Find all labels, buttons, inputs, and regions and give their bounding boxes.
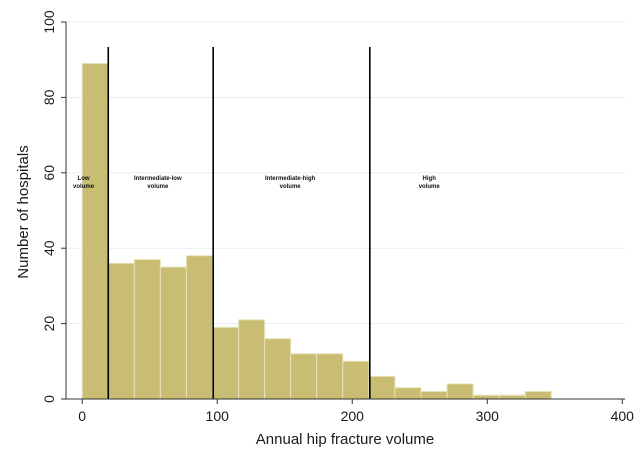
region-label-line: volume [147, 184, 169, 190]
y-tick-label-80: 80 [41, 89, 57, 105]
region-label-line: High [423, 176, 437, 182]
x-tick-label-0: 0 [78, 408, 86, 424]
y-tick-label-100: 100 [41, 10, 57, 34]
histogram-bar-12 [368, 375, 396, 400]
histogram-bar-7 [238, 319, 266, 400]
histogram-bar-6 [212, 326, 240, 400]
gridlines [66, 21, 625, 325]
histogram-bar-4 [159, 266, 187, 400]
x-tick-label-300: 300 [476, 408, 500, 424]
histogram-bar-2 [107, 262, 135, 400]
region-label-line: Intermediate-low [134, 176, 182, 182]
histogram-bar-10 [316, 353, 344, 400]
region-label-3: Intermediate-high volume [265, 176, 316, 190]
axes: 0 20 40 60 80 100 0 100 200 300 400 [41, 10, 634, 424]
region-label-2: Intermediate-low volume [134, 176, 182, 190]
histogram-bar-1 [81, 62, 109, 400]
x-tick-label-400: 400 [611, 408, 635, 424]
region-label-line: volume [280, 184, 302, 190]
y-tick-label-60: 60 [41, 165, 57, 181]
region-label-line: Low [78, 176, 90, 182]
x-tick-label-200: 200 [341, 408, 365, 424]
histogram-bar-14 [420, 390, 448, 400]
volume-cutoff-lines [107, 47, 371, 399]
region-label-1: Low volume [73, 176, 95, 190]
histogram-bar-13 [394, 387, 422, 400]
region-label-4: High volume [419, 176, 441, 190]
histogram-bar-18 [524, 390, 552, 400]
x-tick-label-100: 100 [206, 408, 230, 424]
histogram-bar-9 [290, 353, 318, 400]
histogram-bar-16 [472, 394, 500, 400]
histogram-bar-17 [498, 394, 526, 400]
region-label-line: volume [419, 184, 441, 190]
y-tick-label-40: 40 [41, 240, 57, 256]
y-tick-label-20: 20 [41, 316, 57, 332]
histogram-bars [81, 62, 552, 400]
y-tick-label-0: 0 [41, 395, 57, 403]
histogram-bar-5 [185, 255, 214, 400]
histogram-bar-15 [446, 383, 474, 400]
histogram-bar-11 [342, 360, 370, 400]
x-axis-label: Annual hip fracture volume [256, 431, 434, 448]
y-axis-label: Number of hospitals [15, 145, 32, 278]
region-label-line: Intermediate-high [265, 176, 316, 182]
histogram-bar-8 [264, 338, 292, 400]
histogram-bar-3 [133, 259, 161, 400]
region-label-line: volume [73, 184, 95, 190]
